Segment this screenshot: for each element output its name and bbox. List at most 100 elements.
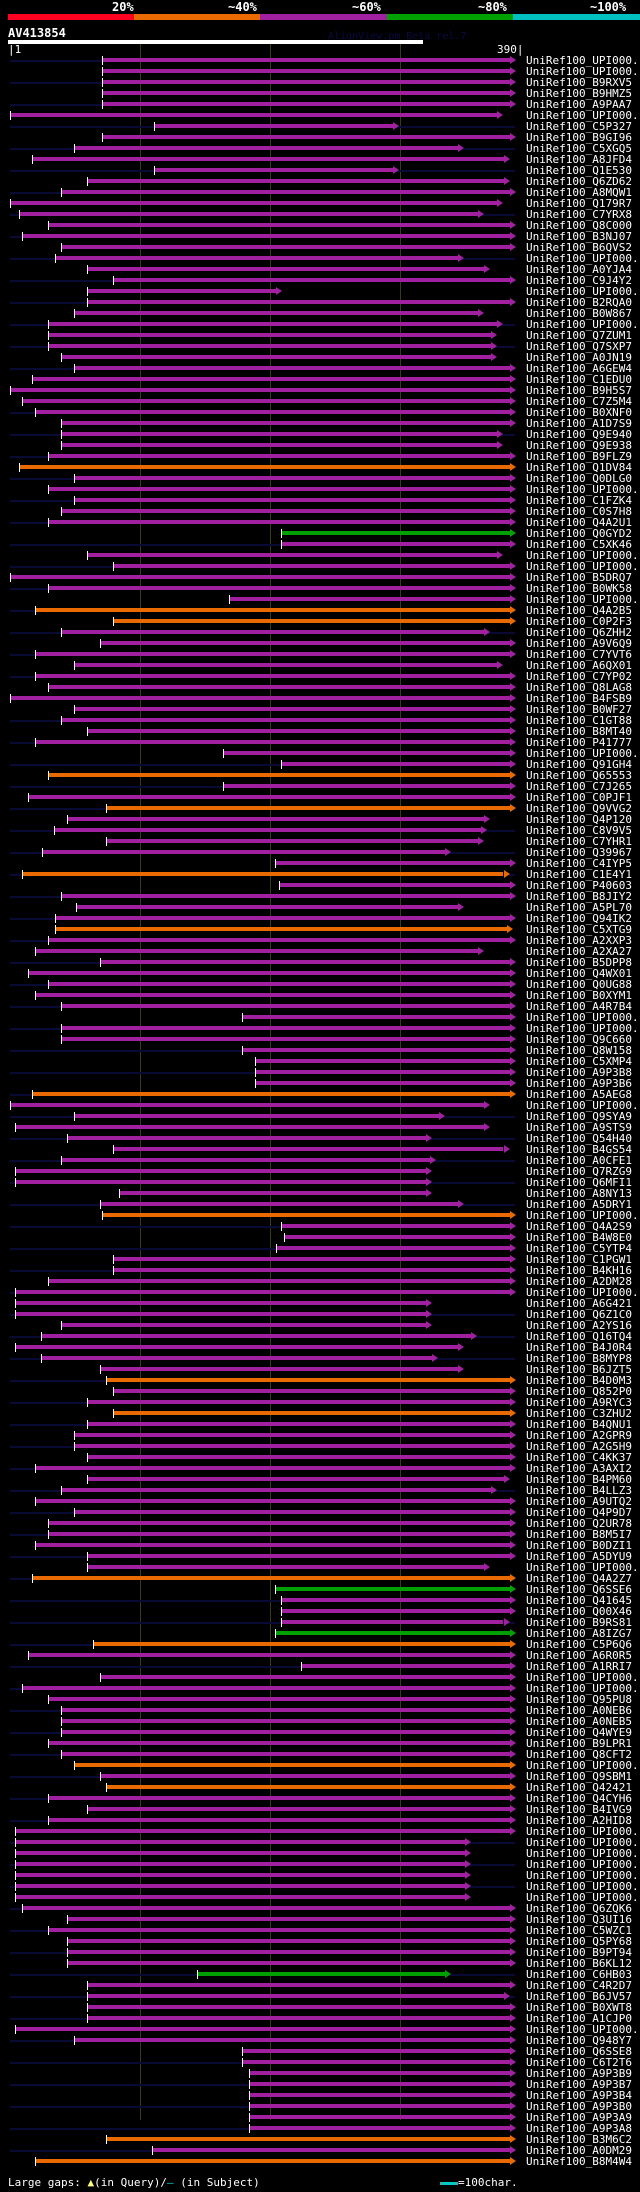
alignment-bar[interactable] xyxy=(112,619,510,623)
hit-row[interactable]: UniRef100_UPI000.. xyxy=(0,1869,640,1882)
hit-label[interactable]: UniRef100_Q9C660 xyxy=(526,1033,632,1046)
hit-row[interactable]: UniRef100_A5DRY1 xyxy=(0,1198,640,1211)
alignment-bar[interactable] xyxy=(21,234,510,238)
alignment-bar[interactable] xyxy=(276,1246,510,1250)
hit-label[interactable]: UniRef100_Q9E940 xyxy=(526,428,632,441)
alignment-bar[interactable] xyxy=(106,2137,510,2141)
alignment-bar[interactable] xyxy=(15,2027,510,2031)
hit-row[interactable]: UniRef100_B4LLZ3 xyxy=(0,1484,640,1497)
hit-label[interactable]: UniRef100_Q16TQ4 xyxy=(526,1330,632,1343)
hit-row[interactable]: UniRef100_UPI000.. xyxy=(0,1286,640,1299)
hit-row[interactable]: UniRef100_C4IYP5 xyxy=(0,857,640,870)
hit-row[interactable]: UniRef100_UPI000.. xyxy=(0,1011,640,1024)
alignment-bar[interactable] xyxy=(47,982,510,986)
hit-row[interactable]: UniRef100_A8NY13 xyxy=(0,1187,640,1200)
hit-label[interactable]: UniRef100_Q1E530 xyxy=(526,164,632,177)
hit-row[interactable]: UniRef100_A2G5H9 xyxy=(0,1440,640,1453)
hit-label[interactable]: UniRef100_UPI000.. xyxy=(526,1561,640,1574)
hit-label[interactable]: UniRef100_A0NEB5 xyxy=(526,1715,632,1728)
alignment-bar[interactable] xyxy=(60,1323,426,1327)
hit-row[interactable]: UniRef100_Q4A2B5 xyxy=(0,604,640,617)
alignment-bar[interactable] xyxy=(15,1829,510,1833)
alignment-bar[interactable] xyxy=(73,1763,510,1767)
hit-row[interactable]: UniRef100_Q5PY68 xyxy=(0,1935,640,1948)
alignment-bar[interactable] xyxy=(60,245,510,249)
hit-label[interactable]: UniRef100_A2G5H9 xyxy=(526,1440,632,1453)
hit-label[interactable]: UniRef100_A2XA27 xyxy=(526,945,632,958)
hit-label[interactable]: UniRef100_Q6ZQK6 xyxy=(526,1902,632,1915)
hit-label[interactable]: UniRef100_A2HID8 xyxy=(526,1814,632,1827)
hit-label[interactable]: UniRef100_B9H5S7 xyxy=(526,384,632,397)
alignment-bar[interactable] xyxy=(86,553,498,557)
hit-row[interactable]: UniRef100_Q8W158 xyxy=(0,1044,640,1057)
hit-row[interactable]: UniRef100_A6QX01 xyxy=(0,659,640,672)
hit-label[interactable]: UniRef100_B8M5I7 xyxy=(526,1528,632,1541)
alignment-bar[interactable] xyxy=(10,201,498,205)
hit-row[interactable]: UniRef100_B9GI96 xyxy=(0,131,640,144)
alignment-bar[interactable] xyxy=(86,1554,510,1558)
hit-label[interactable]: UniRef100_B4IVG9 xyxy=(526,1803,632,1816)
hit-row[interactable]: UniRef100_C0PJF1 xyxy=(0,791,640,804)
hit-row[interactable]: UniRef100_A2DM28 xyxy=(0,1275,640,1288)
hit-row[interactable]: UniRef100_Q852P0 xyxy=(0,1385,640,1398)
alignment-bar[interactable] xyxy=(47,322,497,326)
hit-label[interactable]: UniRef100_B4GS54 xyxy=(526,1143,632,1156)
alignment-bar[interactable] xyxy=(106,806,510,810)
hit-label[interactable]: UniRef100_UPI000.. xyxy=(526,1847,640,1860)
alignment-bar[interactable] xyxy=(60,1719,510,1723)
hit-label[interactable]: UniRef100_C8V9V5 xyxy=(526,824,632,837)
alignment-bar[interactable] xyxy=(60,1158,430,1162)
hit-row[interactable]: UniRef100_A2XA27 xyxy=(0,945,640,958)
alignment-bar[interactable] xyxy=(34,674,510,678)
hit-row[interactable]: UniRef100_C5WZC1 xyxy=(0,1924,640,1937)
hit-label[interactable]: UniRef100_C7Z5M4 xyxy=(526,395,632,408)
hit-label[interactable]: UniRef100_Q6Z1C0 xyxy=(526,1308,632,1321)
alignment-bar[interactable] xyxy=(47,586,510,590)
hit-label[interactable]: UniRef100_UPI000.. xyxy=(526,252,640,265)
hit-label[interactable]: UniRef100_B5DPP8 xyxy=(526,956,632,969)
hit-row[interactable]: UniRef100_Q6ZD62 xyxy=(0,175,640,188)
hit-row[interactable]: UniRef100_B9H5S7 xyxy=(0,384,640,397)
hit-row[interactable]: UniRef100_Q4WYE9 xyxy=(0,1726,640,1739)
hit-label[interactable]: UniRef100_A9UTQ2 xyxy=(526,1495,632,1508)
hit-row[interactable]: UniRef100_Q6SSE6 xyxy=(0,1583,640,1596)
hit-label[interactable]: UniRef100_C0P2F3 xyxy=(526,615,632,628)
hit-row[interactable]: UniRef100_B0XNF0 xyxy=(0,406,640,419)
hit-label[interactable]: UniRef100_UPI000.. xyxy=(526,1011,640,1024)
alignment-bar[interactable] xyxy=(47,520,510,524)
hit-row[interactable]: UniRef100_A0NEB6 xyxy=(0,1704,640,1717)
hit-row[interactable]: UniRef100_UPI000.. xyxy=(0,1561,640,1574)
hit-label[interactable]: UniRef100_A6G421 xyxy=(526,1297,632,1310)
hit-label[interactable]: UniRef100_Q4A2Z7 xyxy=(526,1572,632,1585)
hit-label[interactable]: UniRef100_UPI000.. xyxy=(526,285,640,298)
hit-label[interactable]: UniRef100_Q00X46 xyxy=(526,1605,632,1618)
hit-label[interactable]: UniRef100_A1CJP0 xyxy=(526,2012,632,2025)
hit-row[interactable]: UniRef100_P41777 xyxy=(0,736,640,749)
alignment-bar[interactable] xyxy=(222,784,510,788)
alignment-bar[interactable] xyxy=(41,1334,472,1338)
hit-row[interactable]: UniRef100_B9LPR1 xyxy=(0,1737,640,1750)
hit-row[interactable]: UniRef100_B0XYM1 xyxy=(0,989,640,1002)
hit-label[interactable]: UniRef100_B0XWT8 xyxy=(526,2001,632,2014)
hit-row[interactable]: UniRef100_UPI000.. xyxy=(0,65,640,78)
hit-row[interactable]: UniRef100_B2RQA0 xyxy=(0,296,640,309)
alignment-bar[interactable] xyxy=(73,1510,510,1514)
hit-row[interactable]: UniRef100_UPI000.. xyxy=(0,1682,640,1695)
alignment-bar[interactable] xyxy=(32,377,510,381)
hit-label[interactable]: UniRef100_B8MYP8 xyxy=(526,1352,632,1365)
hit-row[interactable]: UniRef100_B4KH16 xyxy=(0,1264,640,1277)
alignment-bar[interactable] xyxy=(73,1433,510,1437)
alignment-bar[interactable] xyxy=(229,597,510,601)
hit-label[interactable]: UniRef100_Q6SSE6 xyxy=(526,1583,632,1596)
alignment-bar[interactable] xyxy=(15,1895,465,1899)
hit-row[interactable]: UniRef100_B9RS81 xyxy=(0,1616,640,1629)
hit-label[interactable]: UniRef100_C5P327 xyxy=(526,120,632,133)
alignment-bar[interactable] xyxy=(119,1191,426,1195)
hit-row[interactable]: UniRef100_UPI000.. xyxy=(0,549,640,562)
alignment-bar[interactable] xyxy=(47,1279,510,1283)
hit-label[interactable]: UniRef100_Q7ZUM1 xyxy=(526,329,632,342)
alignment-bar[interactable] xyxy=(73,663,497,667)
alignment-bar[interactable] xyxy=(54,828,482,832)
hit-label[interactable]: UniRef100_B9PT94 xyxy=(526,1946,632,1959)
hit-row[interactable]: UniRef100_Q6Z1C0 xyxy=(0,1308,640,1321)
